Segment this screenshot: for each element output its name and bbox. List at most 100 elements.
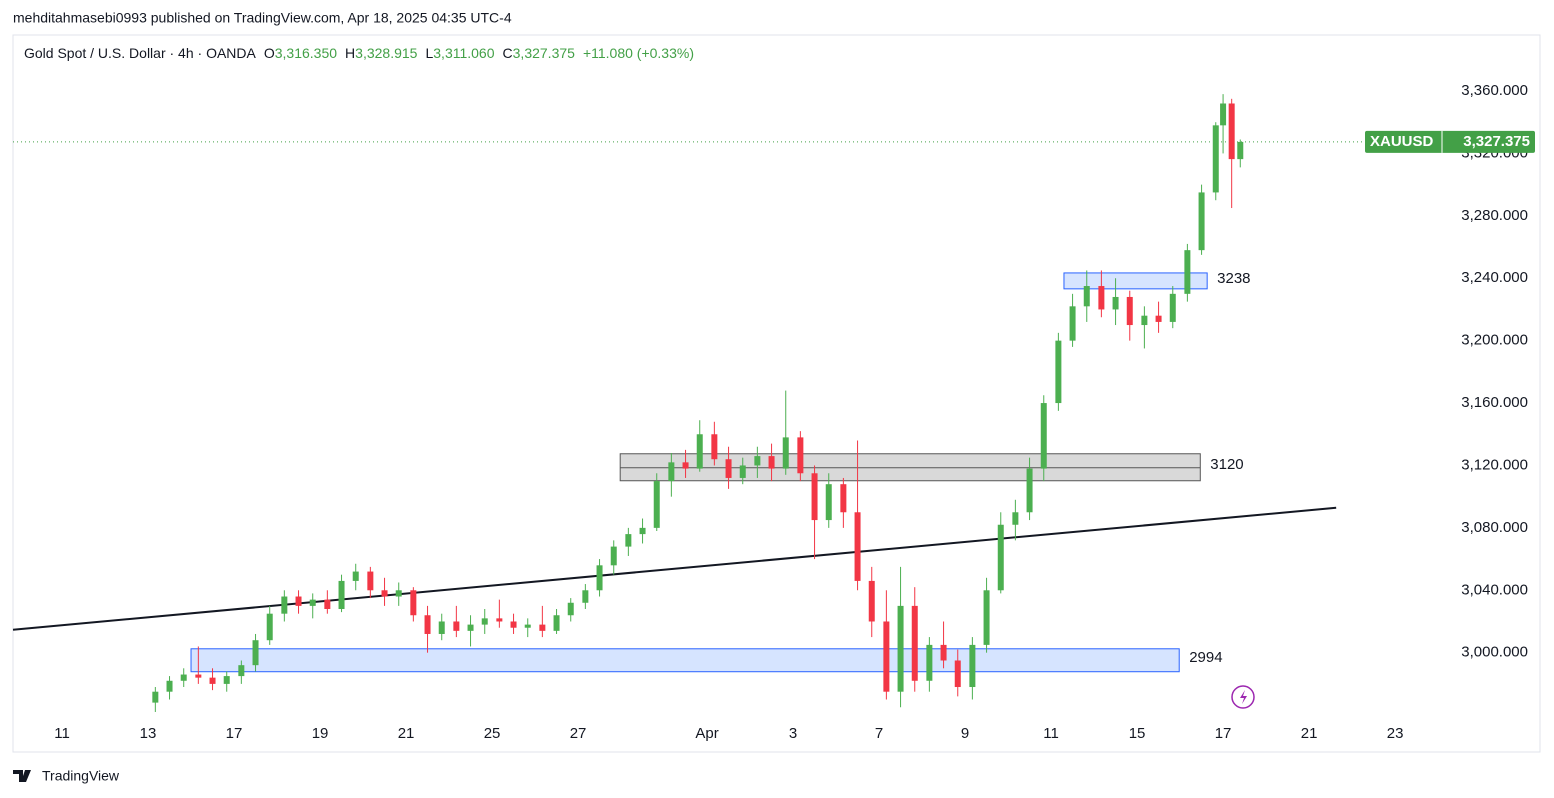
candle [567,598,574,622]
candle [1055,332,1062,411]
candle [295,590,302,614]
candle-body [725,459,732,478]
candle-body [367,571,374,591]
candle [1237,139,1244,168]
candle-body [1012,512,1019,525]
candle [596,559,603,597]
candle-body [567,602,574,616]
y-tick-label: 3,080.000 [1461,519,1528,536]
candle-body [453,621,460,631]
candle-body [840,484,847,513]
candle-body [754,456,761,466]
candle-body [854,512,861,581]
candle-body [539,624,546,631]
x-tick-label: 9 [961,725,969,742]
zone [619,453,1201,482]
candle-body [510,621,517,628]
candle [911,587,918,692]
candle-body [610,546,617,566]
candle-body [797,437,804,474]
candle-body [926,644,933,681]
chart-frame [12,34,1541,753]
candle [983,577,990,653]
candle [854,440,861,591]
candle [711,421,718,466]
candle [897,566,904,708]
x-tick-label: 21 [1301,725,1318,742]
candle-body [954,660,961,688]
y-tick-label: 3,240.000 [1461,269,1528,286]
x-tick-label: 21 [398,725,415,742]
candle [926,637,933,692]
tv-logo [13,770,31,782]
candle-body [1069,306,1076,341]
candle-body [1184,250,1191,294]
candle [395,582,402,606]
candle [696,420,703,472]
candle [782,390,789,475]
candle [1012,499,1019,541]
c-label: C [503,45,513,61]
candle [496,599,503,628]
symbol: Gold Spot / U.S. Dollar · 4h · OANDA [24,45,257,61]
candle [338,574,345,613]
close: 3,327.375 [513,45,575,61]
candle [1026,457,1033,521]
candle [553,609,560,634]
candle [868,566,875,638]
candle-body [223,676,230,684]
event-icon-bolt [1240,690,1247,704]
candle-body [1169,293,1176,322]
candle-body [152,691,159,703]
candle-body [1155,315,1162,322]
candle-body [768,456,775,469]
candle-body [381,590,388,597]
candle [223,671,230,692]
candle-body [1055,340,1062,404]
candle-body [166,680,173,692]
y-tick-label: 3,160.000 [1461,394,1528,411]
l-label: L [425,45,433,61]
high: 3,328.915 [355,45,417,61]
x-tick-label: Apr [695,725,718,742]
x-tick-label: 3 [789,725,797,742]
candle-body [983,590,990,645]
price-label-value: 3,327.375 [1463,133,1530,150]
candle [309,593,316,619]
x-tick-label: 19 [312,725,329,742]
candle-body [1026,468,1033,513]
zone [190,648,1180,673]
candle [453,605,460,638]
zone [1063,272,1208,290]
open: 3,316.350 [275,45,337,61]
candle-body [1112,296,1119,310]
candle-body [1126,296,1133,326]
candle-body [668,462,675,482]
candle-body [324,599,331,610]
candle-body [639,527,646,535]
x-tick-label: 15 [1129,725,1146,742]
x-tick-label: 11 [54,725,70,742]
candle-body [338,580,345,610]
candle-body [582,590,589,603]
candle [940,621,947,669]
candle [754,446,761,478]
candle [725,446,732,489]
candle [625,527,632,556]
candle [238,660,245,684]
candle-body [1040,403,1047,469]
candle-body [897,605,904,692]
event-icon [1231,685,1255,709]
candle-body [252,640,259,666]
candle-body [653,481,660,528]
x-tick-label: 7 [875,725,883,742]
candle-body [868,580,875,622]
change: +11.080 (+0.33%) [583,45,694,61]
candle-body [410,590,417,616]
zone-label: 2994 [1189,649,1222,666]
candle [797,431,804,482]
zone-label: 3238 [1217,270,1250,287]
candle-body [911,605,918,681]
